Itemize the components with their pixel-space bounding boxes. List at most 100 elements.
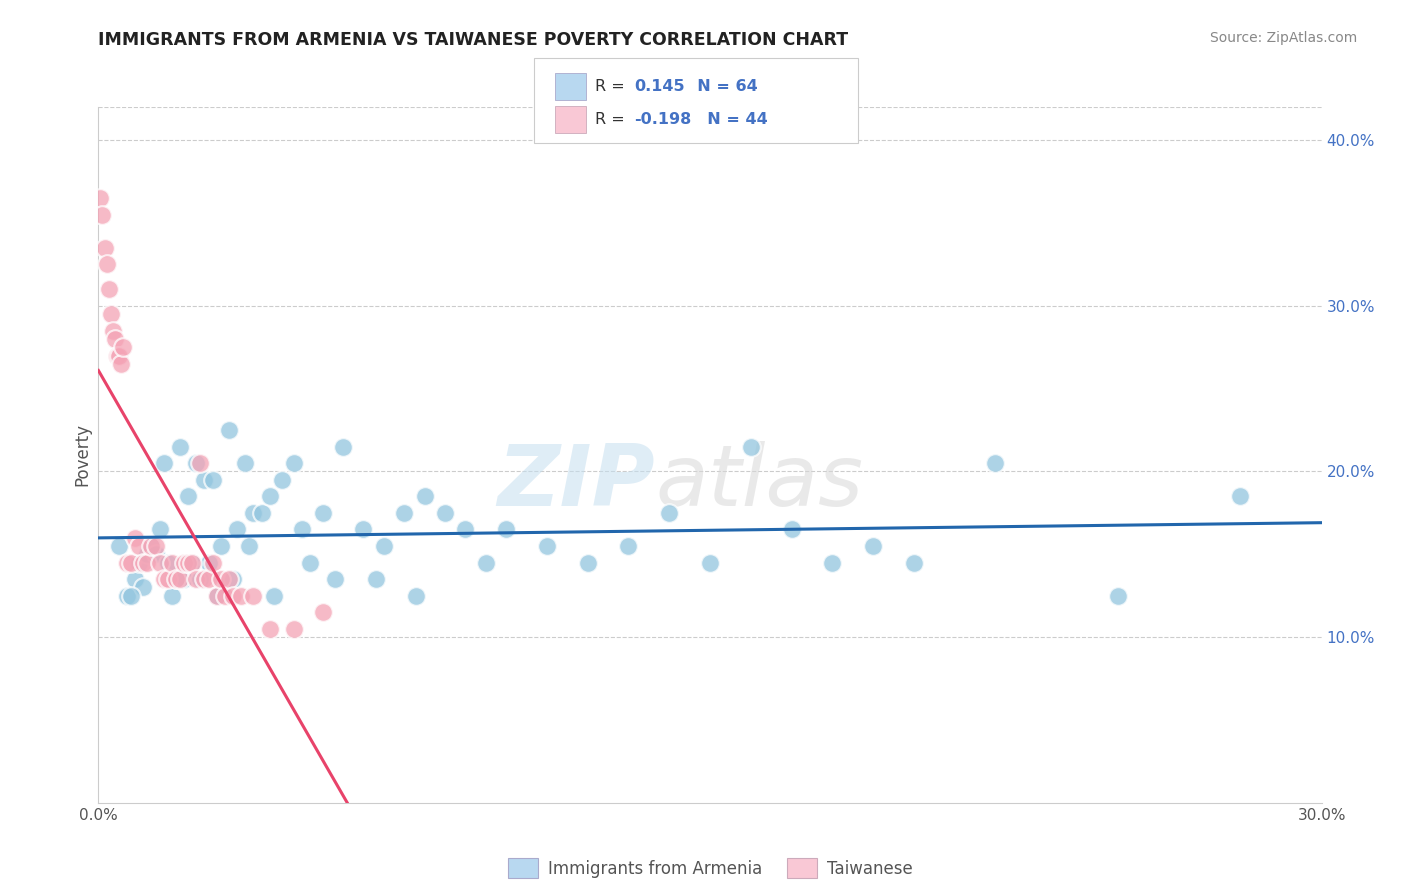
Point (181, 556, 204, 570)
Point (222, 572, 245, 586)
Point (434, 506, 457, 520)
Point (218, 423, 240, 437)
Point (218, 572, 240, 586)
Point (364, 572, 387, 586)
Point (242, 589, 264, 603)
Point (405, 589, 427, 603)
Point (474, 556, 498, 570)
Point (312, 506, 335, 520)
Point (291, 523, 314, 537)
Point (104, 332, 127, 346)
Point (124, 572, 146, 586)
Legend: Immigrants from Armenia, Taiwanese: Immigrants from Armenia, Taiwanese (501, 851, 920, 885)
Point (165, 572, 187, 586)
Point (1229, 489, 1251, 503)
Point (93, 241, 115, 255)
Point (173, 556, 195, 570)
Point (259, 489, 281, 503)
Point (205, 589, 228, 603)
Point (188, 456, 212, 470)
Point (169, 440, 191, 454)
Point (263, 589, 285, 603)
Point (132, 581, 155, 595)
Point (283, 622, 305, 636)
Point (193, 473, 215, 487)
Point (658, 506, 681, 520)
Point (160, 589, 183, 603)
Text: 0.145: 0.145 (634, 79, 685, 95)
Point (110, 357, 132, 371)
Point (413, 489, 436, 503)
Point (576, 556, 599, 570)
Point (149, 523, 172, 537)
Point (214, 589, 236, 603)
Point (115, 556, 138, 570)
Text: -0.198: -0.198 (634, 112, 692, 127)
Point (181, 556, 204, 570)
Point (617, 539, 640, 553)
Point (128, 556, 150, 570)
Point (209, 539, 232, 553)
Point (132, 556, 155, 570)
Point (193, 572, 215, 586)
Point (821, 556, 844, 570)
Point (222, 589, 245, 603)
Point (186, 572, 208, 586)
Point (101, 324, 124, 338)
Point (332, 440, 354, 454)
Point (197, 556, 219, 570)
Point (120, 556, 142, 570)
Point (169, 572, 191, 586)
Point (259, 622, 281, 636)
Point (97, 282, 120, 296)
Point (238, 539, 260, 553)
Point (160, 556, 183, 570)
Point (136, 547, 159, 561)
Point (177, 556, 200, 570)
Point (352, 523, 374, 537)
Y-axis label: Poverty: Poverty (73, 424, 91, 486)
Point (209, 572, 232, 586)
Point (373, 539, 395, 553)
Point (173, 572, 195, 586)
Point (233, 456, 256, 470)
Point (145, 539, 167, 553)
Text: R =: R = (595, 112, 630, 127)
Point (156, 572, 179, 586)
Point (536, 539, 558, 553)
Point (201, 556, 224, 570)
Point (115, 589, 138, 603)
Point (111, 340, 134, 354)
Point (392, 506, 416, 520)
Point (1107, 589, 1129, 603)
Point (862, 539, 884, 553)
Point (128, 539, 150, 553)
Point (96, 257, 118, 271)
Point (299, 556, 322, 570)
Text: N = 44: N = 44 (696, 112, 768, 127)
Point (156, 556, 179, 570)
Point (242, 506, 264, 520)
Text: N = 64: N = 64 (686, 79, 758, 95)
Point (903, 556, 925, 570)
Point (495, 523, 517, 537)
Point (177, 489, 200, 503)
Point (250, 506, 273, 520)
Point (149, 556, 172, 570)
Point (141, 539, 163, 553)
Point (740, 440, 762, 454)
Point (108, 349, 131, 363)
Point (201, 473, 224, 487)
Point (270, 473, 294, 487)
Point (152, 456, 174, 470)
Point (188, 572, 212, 586)
Point (120, 589, 142, 603)
Text: atlas: atlas (655, 442, 863, 524)
Point (108, 539, 131, 553)
Point (283, 456, 305, 470)
Text: Source: ZipAtlas.com: Source: ZipAtlas.com (1209, 31, 1357, 45)
Point (323, 572, 346, 586)
Point (454, 523, 477, 537)
Point (89, 191, 111, 205)
Point (984, 456, 1007, 470)
